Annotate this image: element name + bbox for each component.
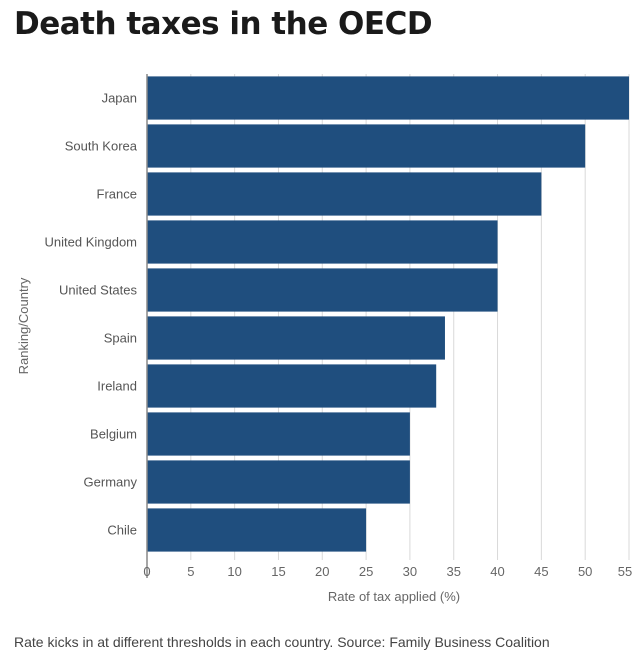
x-tick-label: 10 xyxy=(227,564,241,579)
bar xyxy=(147,172,541,215)
category-label: France xyxy=(97,187,137,202)
bars xyxy=(147,76,629,551)
y-axis-title: Ranking/Country xyxy=(16,277,31,374)
category-labels: Japan South Korea France United Kingdom Unit… xyxy=(45,91,138,538)
bar xyxy=(147,268,498,311)
category-label: Germany xyxy=(84,475,138,490)
bar xyxy=(147,412,410,455)
x-tick-label: 30 xyxy=(403,564,417,579)
x-tick-label: 20 xyxy=(315,564,329,579)
x-tick-label: 25 xyxy=(359,564,373,579)
x-tick-label: 15 xyxy=(271,564,285,579)
category-label: United States xyxy=(59,283,138,298)
bar-chart: 0 5 10 15 20 25 30 35 40 45 50 55 Japan South Korea F… xyxy=(0,0,638,620)
x-tick-label: 40 xyxy=(490,564,504,579)
bar xyxy=(147,508,366,551)
category-label: Ireland xyxy=(97,379,137,394)
x-axis-title: Rate of tax applied (%) xyxy=(328,589,460,604)
x-tick-label: 50 xyxy=(578,564,592,579)
bar xyxy=(147,124,585,167)
category-label: United Kingdom xyxy=(45,235,138,250)
bar xyxy=(147,316,445,359)
x-tick-labels: 0 5 10 15 20 25 30 35 40 45 50 55 xyxy=(143,564,632,579)
x-tick-label: 35 xyxy=(446,564,460,579)
category-label: Japan xyxy=(102,91,137,106)
bar xyxy=(147,460,410,503)
category-label: Spain xyxy=(104,331,137,346)
bar xyxy=(147,364,436,407)
category-label: Chile xyxy=(107,523,137,538)
category-label: South Korea xyxy=(65,139,138,154)
bar xyxy=(147,220,498,263)
bar xyxy=(147,76,629,119)
x-tick-label: 0 xyxy=(143,564,150,579)
source-footnote: Rate kicks in at different thresholds in… xyxy=(14,634,550,650)
x-tick-label: 45 xyxy=(534,564,548,579)
x-tick-label: 55 xyxy=(618,564,632,579)
x-tick-label: 5 xyxy=(187,564,194,579)
category-label: Belgium xyxy=(90,427,137,442)
